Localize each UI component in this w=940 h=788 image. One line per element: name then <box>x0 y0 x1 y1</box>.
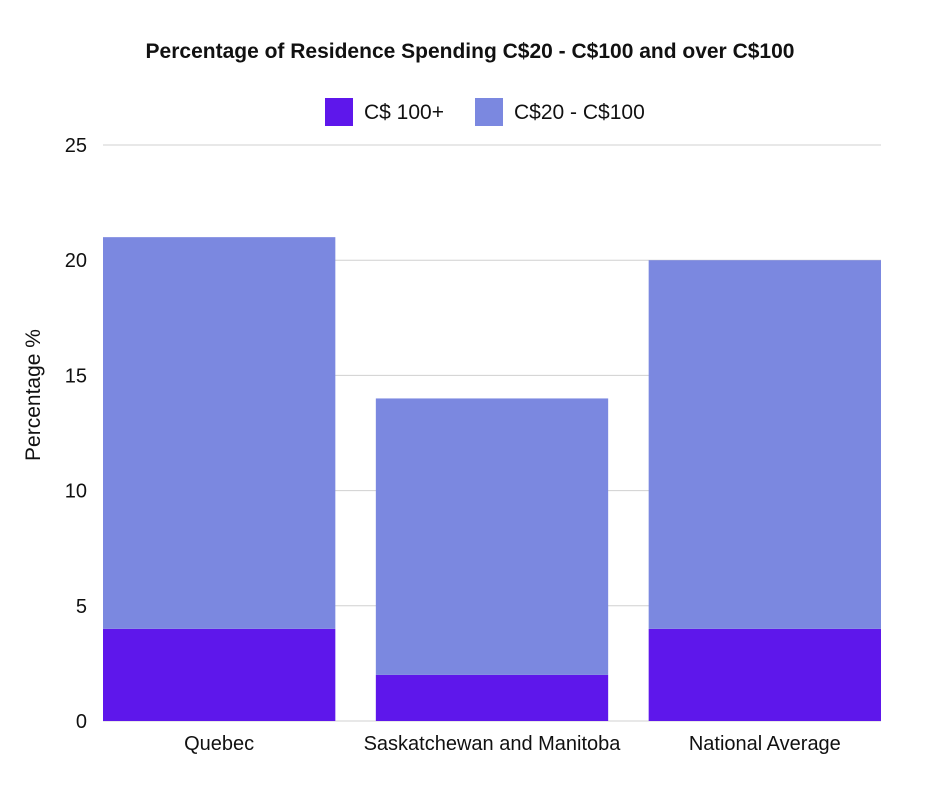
x-category-label: Quebec <box>184 733 254 755</box>
bar-segment <box>648 260 881 629</box>
y-tick-label: 25 <box>65 135 87 157</box>
bars <box>103 237 881 721</box>
y-axis-label: Percentage % <box>22 329 45 461</box>
y-tick-label: 20 <box>65 250 87 272</box>
y-tick-label: 0 <box>76 711 87 733</box>
x-category-label: Saskatchewan and Manitoba <box>364 733 622 755</box>
bar-segment <box>103 628 336 721</box>
legend-swatch <box>325 98 353 126</box>
y-tick-label: 5 <box>76 596 87 618</box>
x-axis-labels: Quebec Saskatchewan and Manitoba National … <box>184 733 841 755</box>
y-axis-ticks: 0 5 10 15 20 25 <box>65 135 87 733</box>
legend: C$ 100+ C$20 - C$100 <box>325 98 645 126</box>
y-tick-label: 10 <box>65 481 87 503</box>
x-category-label: National Average <box>689 733 841 755</box>
chart-title: Percentage of Residence Spending C$20 - … <box>146 40 795 63</box>
bar-segment <box>375 674 609 721</box>
bar-segment <box>648 628 881 721</box>
bar-segment <box>375 398 609 675</box>
y-tick-label: 15 <box>65 365 87 387</box>
bar-segment <box>103 237 336 629</box>
legend-swatch <box>475 98 503 126</box>
legend-label: C$ 100+ <box>364 101 444 124</box>
legend-label: C$20 - C$100 <box>514 101 645 124</box>
